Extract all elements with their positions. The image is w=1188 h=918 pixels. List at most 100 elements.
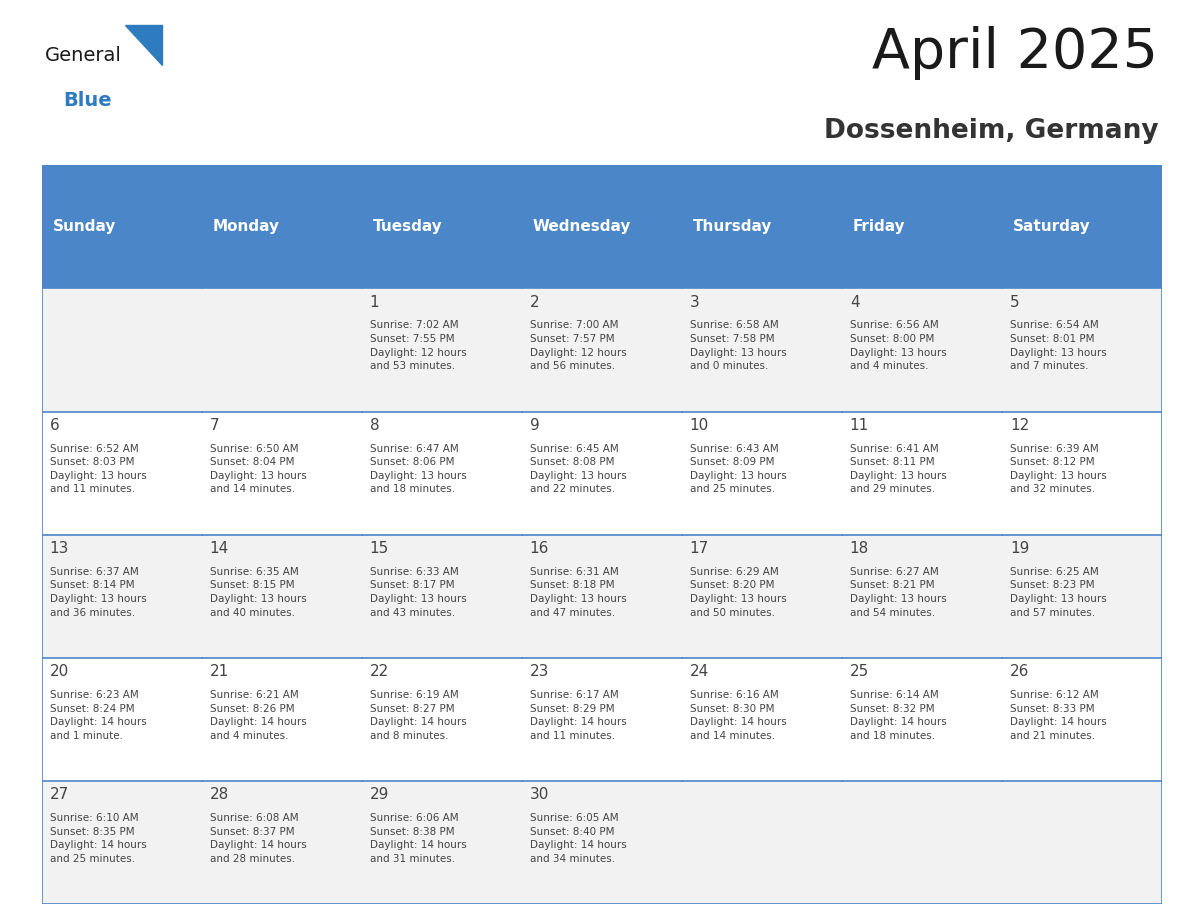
Text: Sunrise: 6:33 AM
Sunset: 8:17 PM
Daylight: 13 hours
and 43 minutes.: Sunrise: 6:33 AM Sunset: 8:17 PM Dayligh… [369, 566, 467, 618]
Text: Sunrise: 7:02 AM
Sunset: 7:55 PM
Daylight: 12 hours
and 53 minutes.: Sunrise: 7:02 AM Sunset: 7:55 PM Dayligh… [369, 320, 467, 371]
Text: Sunrise: 6:58 AM
Sunset: 7:58 PM
Daylight: 13 hours
and 0 minutes.: Sunrise: 6:58 AM Sunset: 7:58 PM Dayligh… [690, 320, 786, 371]
Text: 12: 12 [1010, 418, 1029, 432]
Text: 2: 2 [530, 295, 539, 309]
Bar [361, 781, 522, 904]
Text: 14: 14 [209, 541, 229, 556]
Text: Sunrise: 7:00 AM
Sunset: 7:57 PM
Daylight: 12 hours
and 56 minutes.: Sunrise: 7:00 AM Sunset: 7:57 PM Dayligh… [530, 320, 626, 371]
Bar [202, 411, 361, 534]
Text: Sunrise: 6:31 AM
Sunset: 8:18 PM
Daylight: 13 hours
and 47 minutes.: Sunrise: 6:31 AM Sunset: 8:18 PM Dayligh… [530, 566, 626, 618]
Text: Sunrise: 6:16 AM
Sunset: 8:30 PM
Daylight: 14 hours
and 14 minutes.: Sunrise: 6:16 AM Sunset: 8:30 PM Dayligh… [690, 690, 786, 741]
Polygon shape [125, 25, 162, 65]
Bar [682, 165, 842, 288]
Text: Sunrise: 6:21 AM
Sunset: 8:26 PM
Daylight: 14 hours
and 4 minutes.: Sunrise: 6:21 AM Sunset: 8:26 PM Dayligh… [209, 690, 307, 741]
Bar [202, 781, 361, 904]
Bar [42, 411, 202, 534]
Text: April 2025: April 2025 [872, 26, 1158, 80]
Text: 22: 22 [369, 664, 388, 679]
Text: Sunrise: 6:08 AM
Sunset: 8:37 PM
Daylight: 14 hours
and 28 minutes.: Sunrise: 6:08 AM Sunset: 8:37 PM Dayligh… [209, 813, 307, 864]
Bar [682, 411, 842, 534]
Bar [1001, 165, 1162, 288]
Bar [361, 534, 522, 658]
Text: Tuesday: Tuesday [373, 219, 443, 234]
Text: 13: 13 [50, 541, 69, 556]
Text: Monday: Monday [213, 219, 280, 234]
Text: 11: 11 [849, 418, 870, 432]
Text: Sunrise: 6:43 AM
Sunset: 8:09 PM
Daylight: 13 hours
and 25 minutes.: Sunrise: 6:43 AM Sunset: 8:09 PM Dayligh… [690, 443, 786, 495]
Bar [842, 781, 1001, 904]
Text: Wednesday: Wednesday [533, 219, 631, 234]
Text: Dossenheim, Germany: Dossenheim, Germany [823, 118, 1158, 144]
Text: 7: 7 [209, 418, 220, 432]
Text: 10: 10 [690, 418, 709, 432]
Text: 27: 27 [50, 788, 69, 802]
Bar [361, 411, 522, 534]
Text: 21: 21 [209, 664, 229, 679]
Text: Sunrise: 6:17 AM
Sunset: 8:29 PM
Daylight: 14 hours
and 11 minutes.: Sunrise: 6:17 AM Sunset: 8:29 PM Dayligh… [530, 690, 626, 741]
Bar [202, 658, 361, 781]
Text: Sunrise: 6:37 AM
Sunset: 8:14 PM
Daylight: 13 hours
and 36 minutes.: Sunrise: 6:37 AM Sunset: 8:14 PM Dayligh… [50, 566, 146, 618]
Bar [1001, 658, 1162, 781]
Bar [1001, 411, 1162, 534]
Text: 18: 18 [849, 541, 870, 556]
Bar [361, 658, 522, 781]
Text: Thursday: Thursday [693, 219, 772, 234]
Text: Sunrise: 6:56 AM
Sunset: 8:00 PM
Daylight: 13 hours
and 4 minutes.: Sunrise: 6:56 AM Sunset: 8:00 PM Dayligh… [849, 320, 947, 371]
Text: Blue: Blue [63, 91, 112, 110]
Text: 26: 26 [1010, 664, 1029, 679]
Text: 20: 20 [50, 664, 69, 679]
Text: 17: 17 [690, 541, 709, 556]
Text: 30: 30 [530, 788, 549, 802]
Text: Sunrise: 6:54 AM
Sunset: 8:01 PM
Daylight: 13 hours
and 7 minutes.: Sunrise: 6:54 AM Sunset: 8:01 PM Dayligh… [1010, 320, 1106, 371]
Bar [42, 288, 202, 411]
Bar [522, 165, 682, 288]
Text: Sunrise: 6:47 AM
Sunset: 8:06 PM
Daylight: 13 hours
and 18 minutes.: Sunrise: 6:47 AM Sunset: 8:06 PM Dayligh… [369, 443, 467, 495]
Bar [682, 658, 842, 781]
Bar [1001, 534, 1162, 658]
Text: Sunrise: 6:45 AM
Sunset: 8:08 PM
Daylight: 13 hours
and 22 minutes.: Sunrise: 6:45 AM Sunset: 8:08 PM Dayligh… [530, 443, 626, 495]
Bar [522, 288, 682, 411]
Text: 9: 9 [530, 418, 539, 432]
Text: Sunrise: 6:29 AM
Sunset: 8:20 PM
Daylight: 13 hours
and 50 minutes.: Sunrise: 6:29 AM Sunset: 8:20 PM Dayligh… [690, 566, 786, 618]
Text: General: General [45, 46, 121, 65]
Bar [42, 658, 202, 781]
Text: Sunrise: 6:50 AM
Sunset: 8:04 PM
Daylight: 13 hours
and 14 minutes.: Sunrise: 6:50 AM Sunset: 8:04 PM Dayligh… [209, 443, 307, 495]
Text: 8: 8 [369, 418, 379, 432]
Bar [522, 658, 682, 781]
Text: Sunrise: 6:19 AM
Sunset: 8:27 PM
Daylight: 14 hours
and 8 minutes.: Sunrise: 6:19 AM Sunset: 8:27 PM Dayligh… [369, 690, 467, 741]
Bar [682, 781, 842, 904]
Text: Sunrise: 6:35 AM
Sunset: 8:15 PM
Daylight: 13 hours
and 40 minutes.: Sunrise: 6:35 AM Sunset: 8:15 PM Dayligh… [209, 566, 307, 618]
Bar [42, 165, 202, 288]
Text: 25: 25 [849, 664, 870, 679]
Bar [682, 534, 842, 658]
Bar [1001, 288, 1162, 411]
Text: 6: 6 [50, 418, 59, 432]
Bar [842, 534, 1001, 658]
Text: Sunrise: 6:41 AM
Sunset: 8:11 PM
Daylight: 13 hours
and 29 minutes.: Sunrise: 6:41 AM Sunset: 8:11 PM Dayligh… [849, 443, 947, 495]
Text: Sunday: Sunday [52, 219, 116, 234]
Text: 23: 23 [530, 664, 549, 679]
Bar [42, 781, 202, 904]
Bar [842, 411, 1001, 534]
Text: 16: 16 [530, 541, 549, 556]
Text: 15: 15 [369, 541, 388, 556]
Text: Saturday: Saturday [1013, 219, 1091, 234]
Text: Sunrise: 6:06 AM
Sunset: 8:38 PM
Daylight: 14 hours
and 31 minutes.: Sunrise: 6:06 AM Sunset: 8:38 PM Dayligh… [369, 813, 467, 864]
Text: 1: 1 [369, 295, 379, 309]
Text: 19: 19 [1010, 541, 1029, 556]
Bar [522, 411, 682, 534]
Text: 29: 29 [369, 788, 388, 802]
Bar [42, 534, 202, 658]
Bar [842, 288, 1001, 411]
Bar [361, 288, 522, 411]
Text: Sunrise: 6:05 AM
Sunset: 8:40 PM
Daylight: 14 hours
and 34 minutes.: Sunrise: 6:05 AM Sunset: 8:40 PM Dayligh… [530, 813, 626, 864]
Text: Sunrise: 6:12 AM
Sunset: 8:33 PM
Daylight: 14 hours
and 21 minutes.: Sunrise: 6:12 AM Sunset: 8:33 PM Dayligh… [1010, 690, 1106, 741]
Bar [202, 534, 361, 658]
Text: 5: 5 [1010, 295, 1019, 309]
Text: Sunrise: 6:52 AM
Sunset: 8:03 PM
Daylight: 13 hours
and 11 minutes.: Sunrise: 6:52 AM Sunset: 8:03 PM Dayligh… [50, 443, 146, 495]
Text: Friday: Friday [853, 219, 905, 234]
Text: Sunrise: 6:25 AM
Sunset: 8:23 PM
Daylight: 13 hours
and 57 minutes.: Sunrise: 6:25 AM Sunset: 8:23 PM Dayligh… [1010, 566, 1106, 618]
Bar [522, 781, 682, 904]
Bar [1001, 781, 1162, 904]
Bar [842, 658, 1001, 781]
Text: Sunrise: 6:10 AM
Sunset: 8:35 PM
Daylight: 14 hours
and 25 minutes.: Sunrise: 6:10 AM Sunset: 8:35 PM Dayligh… [50, 813, 146, 864]
